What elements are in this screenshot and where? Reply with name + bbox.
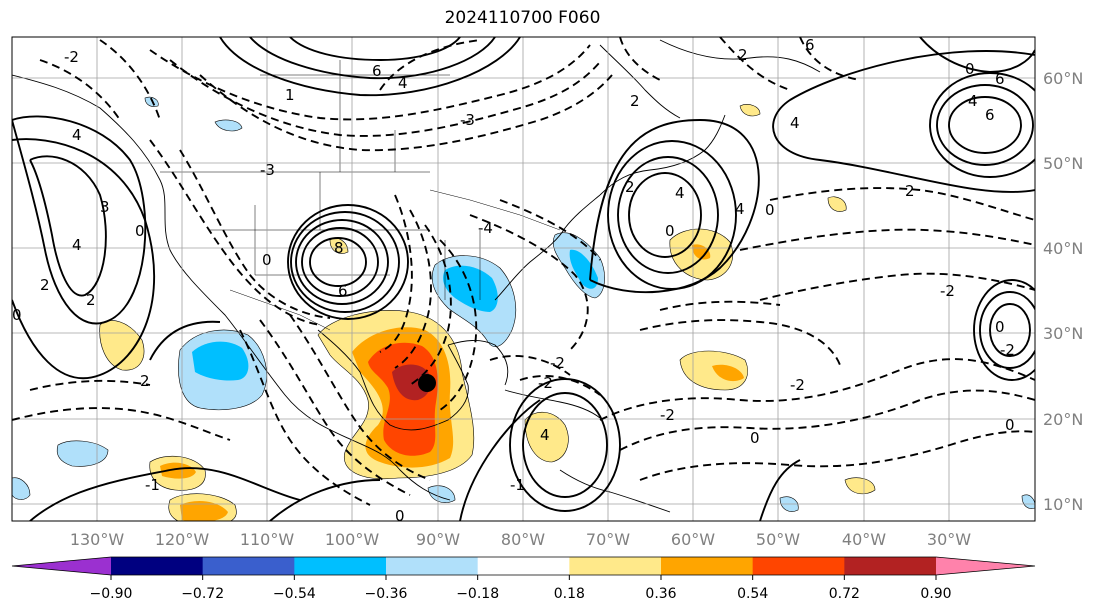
contour-label: -2 [940,282,955,300]
contour-label: -3 [460,111,475,129]
lat-tick-label: 40°N [1043,239,1083,258]
lat-tick-labels: 60°N 50°N 40°N 30°N 20°N 10°N [1043,69,1083,514]
contour-label: -2 [550,354,565,372]
contour-label: 6 [372,62,382,80]
contour-label: 4 [675,184,685,202]
contour-label: 8 [334,239,344,257]
contour-label: 0 [262,251,272,269]
contour-label: 2 [630,92,640,110]
lat-tick-label: 60°N [1043,69,1083,88]
colorbar: −0.90 −0.72 −0.54 −0.36 −0.18 0.18 0.36 0.54 0.7… [11,556,1036,602]
lat-tick-label: 20°N [1043,410,1083,429]
colorbar-segment [844,557,937,575]
lon-tick-label: 30°W [927,530,971,549]
colorbar-tick-label: 0.36 [645,586,676,602]
contour-label: 4 [540,426,550,444]
contour-label: 0 [665,222,675,240]
contour-label: -2 [1000,341,1015,359]
contour-label: 1 [285,86,295,104]
contour-label: 2 [86,291,96,309]
contour-label: 6 [805,36,815,54]
contour-label: 2 [738,46,748,64]
colorbar-segment [386,557,479,575]
contour-label: 6 [338,282,348,300]
map-title: 2024110700 F060 [444,8,601,28]
lon-tick-label: 40°W [842,530,886,549]
contour-label: 0 [750,429,760,447]
coastlines [12,39,821,513]
contour-label: -2 [660,406,675,424]
contour-label: -1 [145,476,160,494]
contour-label: -4 [478,219,493,237]
colorbar-tick-label: 0.90 [920,586,951,602]
contour-label: 0 [995,318,1005,336]
colorbar-segment [111,557,204,575]
contour-label: -2 [64,48,79,66]
colorbar-over-arrow [936,557,1035,575]
lon-tick-label: 70°W [586,530,630,549]
contour-label: -2 [790,376,805,394]
contour-label: 0 [12,306,22,324]
lon-tick-label: 60°W [671,530,715,549]
colorbar-tick-label: −0.90 [90,586,133,602]
lon-tick-label: 90°W [416,530,460,549]
contour-labels: 6 4 8 6 0 -3 -3 1 -2 4 4 3 0 2 2 2 0 2 6… [12,36,1015,525]
colorbar-under-arrow [12,557,111,575]
contour-label: 3 [100,198,110,216]
contour-label: 4 [72,236,82,254]
colorbar-tick-label: 0.72 [829,586,860,602]
contour-label: 4 [72,126,82,144]
lon-tick-label: 50°W [756,530,800,549]
contour-label: 4 [735,200,745,218]
contour-label: 0 [965,60,975,78]
colorbar-segment [752,557,845,575]
colorbar-segment [294,557,387,575]
lat-tick-label: 50°N [1043,154,1083,173]
lat-tick-label: 10°N [1043,495,1083,514]
lat-tick-label: 30°N [1043,324,1083,343]
colorbar-tick-label: 0.54 [737,586,768,602]
contour-label: 2 [40,276,50,294]
map-frame [11,36,1036,522]
contour-label: 0 [1005,416,1015,434]
lon-tick-label: 110°W [240,530,295,549]
lon-tick-labels: 130°W 120°W 110°W 100°W 90°W 80°W 70°W 6… [70,530,971,549]
contour-label: -2 [538,374,553,392]
contour-label: 6 [995,70,1005,88]
contour-label: -1 [510,476,525,494]
solid-contours [12,37,1035,521]
colorbar-segment [477,557,570,575]
contour-label: 2 [905,182,915,200]
colorbar-tick-label: −0.18 [456,586,499,602]
contour-label: 4 [968,92,978,110]
dashed-contours [12,37,1035,506]
lon-tick-label: 80°W [501,530,545,549]
contour-label: 0 [135,222,145,240]
colorbar-segment [661,557,754,575]
lon-tick-label: 100°W [325,530,380,549]
storm-center-dot [418,374,436,392]
contour-label: 4 [398,74,408,92]
contour-label: 2 [140,372,150,390]
lon-tick-label: 130°W [70,530,125,549]
colorbar-tick-label: −0.54 [273,586,316,602]
lon-tick-label: 120°W [155,530,210,549]
contour-label: -3 [260,161,275,179]
contour-label: 4 [790,114,800,132]
colorbar-tick-label: −0.72 [181,586,224,602]
contour-label: 0 [765,201,775,219]
colorbar-segment [569,557,662,575]
colorbar-segment [202,557,295,575]
contour-label: 0 [395,507,405,525]
contour-label: 2 [625,178,635,196]
colorbar-tick-label: 0.18 [554,586,585,602]
contour-label: 6 [985,106,995,124]
colorbar-tick-label: −0.36 [365,586,408,602]
